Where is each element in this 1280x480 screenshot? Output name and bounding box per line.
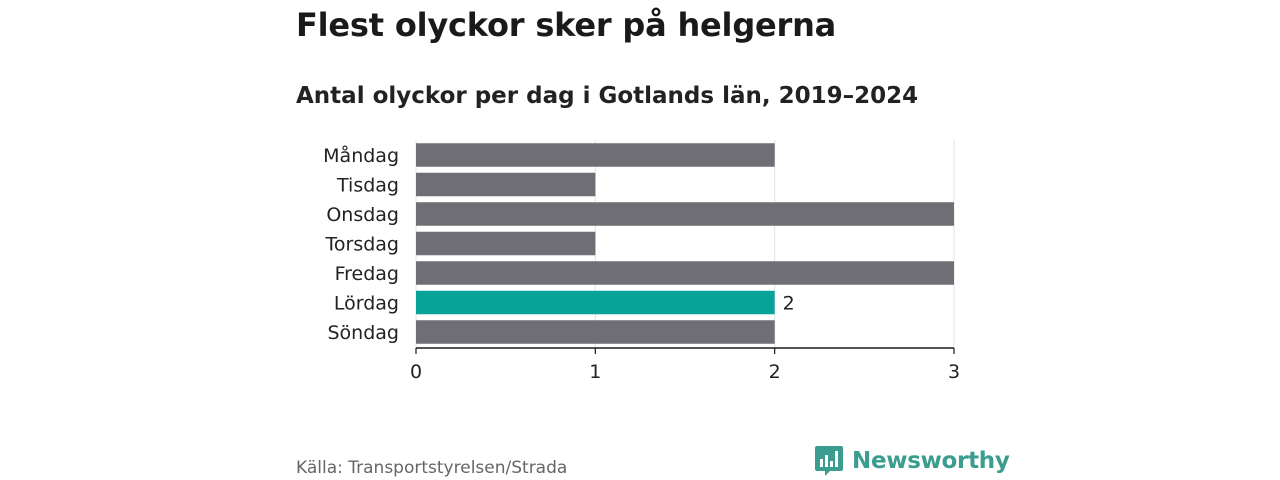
bar-söndag [416,320,775,344]
bar-torsdag [416,231,596,256]
bar-chart: 2 Måndag Tisdag Onsdag Torsdag Fredag Lördag S… [323,140,960,383]
category-label: Fredag [335,263,399,285]
bar-lördag [416,290,775,315]
category-label: Söndag [328,322,400,344]
category-label: Måndag [323,144,399,167]
bar-fredag [416,261,954,285]
category-label: Onsdag [326,204,399,226]
source-note: Källa: Transportstyrelsen/Strada [296,458,568,478]
category-labels: Måndag Tisdag Onsdag Torsdag Fredag Lördag Sön… [323,144,399,344]
x-tick-label: 2 [769,361,781,383]
x-axis: 0 1 2 3 [410,347,960,383]
data-label: 2 [783,293,795,315]
x-tick-label: 0 [410,361,422,383]
brand-name: Newsworthy [852,448,1010,474]
category-label: Tisdag [336,175,399,197]
x-tick-label: 1 [589,361,601,383]
chart-subtitle: Antal olyckor per dag i Gotlands län, 20… [296,83,919,109]
bar-måndag [416,143,775,167]
bar-onsdag [416,202,954,226]
category-label: Torsdag [325,234,399,256]
newsworthy-logo-icon [815,446,843,476]
brand-logo: Newsworthy [814,444,1010,478]
bar-tisdag [416,172,596,197]
bars: 2 [416,143,954,344]
category-label: Lördag [334,293,399,315]
chart-title: Flest olyckor sker på helgerna [296,6,837,44]
x-tick-label: 3 [948,361,960,383]
